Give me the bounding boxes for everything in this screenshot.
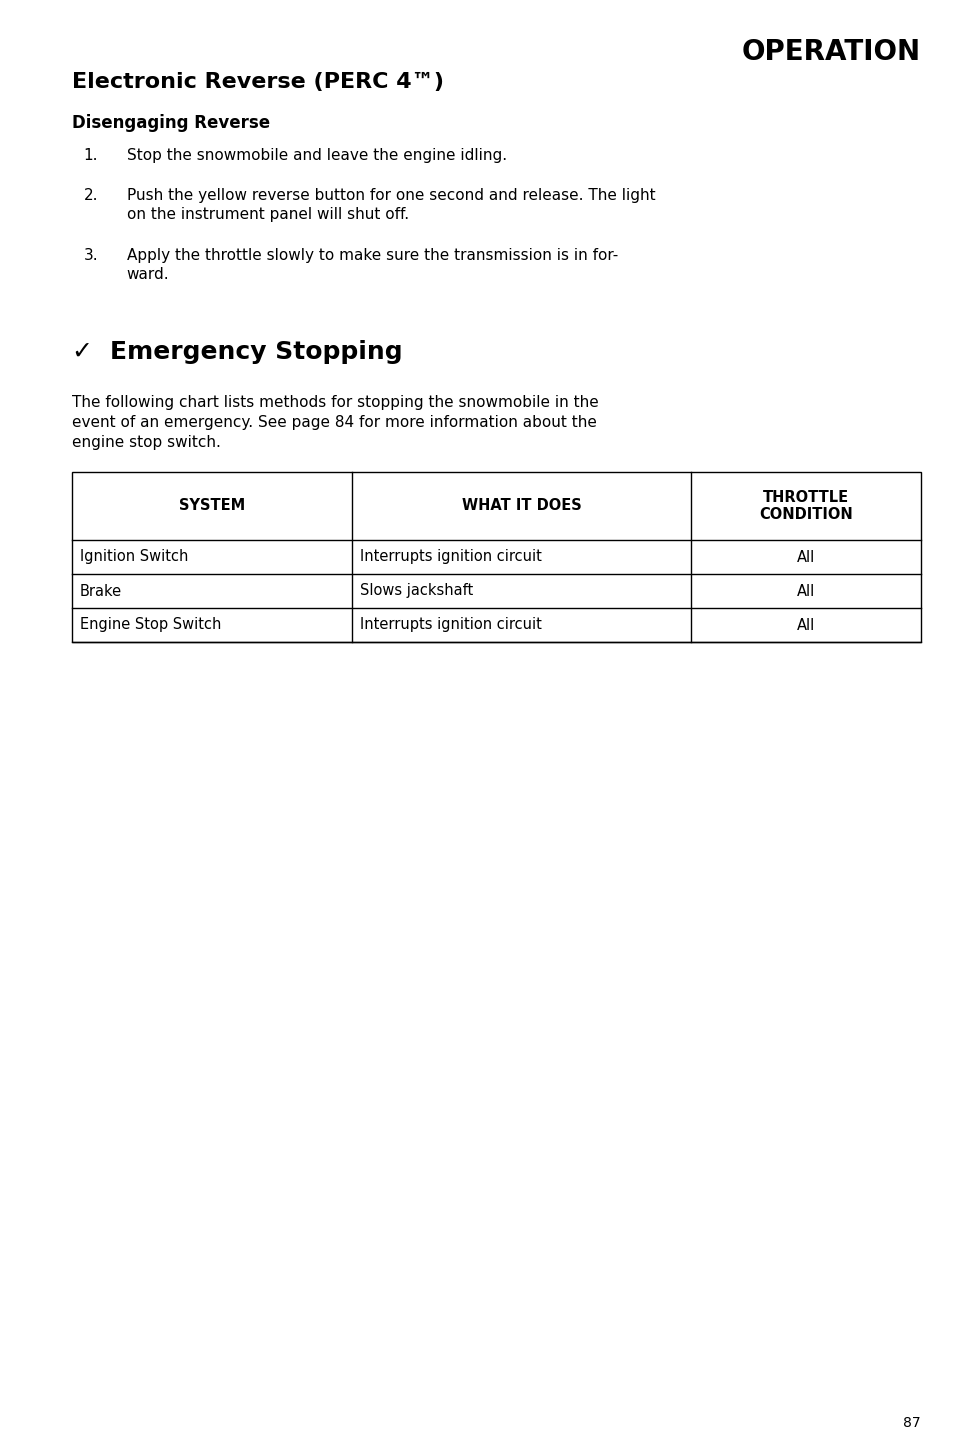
Text: Apply the throttle slowly to make sure the transmission is in for-
ward.: Apply the throttle slowly to make sure t… (127, 249, 618, 282)
Text: 3.: 3. (84, 249, 98, 263)
Text: The following chart lists methods for stopping the snowmobile in the
event of an: The following chart lists methods for st… (71, 395, 598, 449)
Text: Interrupts ignition circuit: Interrupts ignition circuit (359, 618, 541, 632)
Text: OPERATION: OPERATION (740, 38, 920, 65)
Text: 1.: 1. (84, 148, 98, 163)
Text: ✓: ✓ (71, 340, 92, 364)
Text: All: All (796, 618, 814, 632)
Text: 87: 87 (902, 1416, 920, 1429)
Text: Stop the snowmobile and leave the engine idling.: Stop the snowmobile and leave the engine… (127, 148, 506, 163)
Bar (71, 473, 920, 643)
Text: All: All (796, 550, 814, 564)
Text: WHAT IT DOES: WHAT IT DOES (461, 499, 580, 513)
Text: 2.: 2. (84, 188, 98, 204)
Text: THROTTLE
CONDITION: THROTTLE CONDITION (759, 490, 852, 522)
Text: SYSTEM: SYSTEM (178, 499, 245, 513)
Text: Electronic Reverse (PERC 4™): Electronic Reverse (PERC 4™) (71, 73, 443, 92)
Text: Slows jackshaft: Slows jackshaft (359, 583, 473, 599)
Text: Brake: Brake (79, 583, 122, 599)
Text: Push the yellow reverse button for one second and release. The light
on the inst: Push the yellow reverse button for one s… (127, 188, 655, 222)
Text: Disengaging Reverse: Disengaging Reverse (71, 113, 270, 132)
Text: All: All (796, 583, 814, 599)
Text: Ignition Switch: Ignition Switch (79, 550, 188, 564)
Text: Interrupts ignition circuit: Interrupts ignition circuit (359, 550, 541, 564)
Text: Engine Stop Switch: Engine Stop Switch (79, 618, 221, 632)
Text: Emergency Stopping: Emergency Stopping (110, 340, 402, 364)
